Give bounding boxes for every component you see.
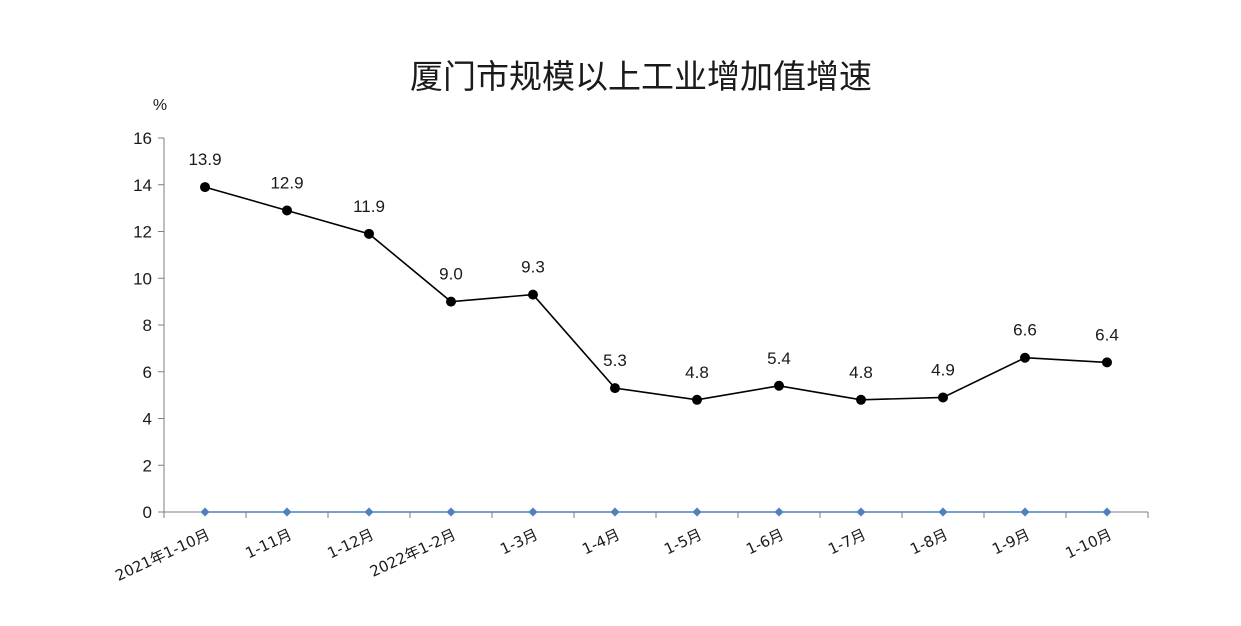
x-tick-label: 1-6月 [743,525,786,558]
growth-series-line [204,186,1108,401]
y-tick-label: 8 [143,316,152,335]
growth-series-point [692,394,702,405]
x-tick-label: 1-7月 [825,525,868,558]
growth-series [200,182,1112,405]
axes [163,138,1148,513]
zero-series-marker [282,507,292,517]
y-tick-label: 12 [133,223,152,242]
zero-series-marker [1020,507,1030,517]
y-tick-label: 4 [143,410,152,429]
data-labels: 13.9 12.9 11.9 9.0 9.3 5.3 4.8 5.4 4.8 4.9 6.6 6.4 [188,150,1118,382]
data-label: 9.3 [521,258,545,277]
y-tick-label: 14 [133,176,152,195]
y-tick-label: 0 [143,503,152,522]
data-label: 13.9 [188,150,221,169]
chart-title: 厦门市规模以上工业增加值增速 [410,57,872,96]
x-tick-label: 1-12月 [325,525,377,562]
data-label: 9.0 [439,265,463,284]
zero-series-marker [938,507,948,517]
zero-series-marker [364,507,374,517]
data-label: 5.4 [767,349,791,368]
data-label: 6.6 [1013,321,1037,340]
y-axis-unit: % [153,97,167,114]
growth-series-point [200,182,210,193]
growth-series-point [1102,357,1112,368]
data-label: 12.9 [270,173,303,192]
data-label: 4.8 [685,363,709,382]
zero-series-marker [1102,507,1112,517]
x-tick-label: 2022年1-2月 [367,525,459,580]
data-label: 6.4 [1095,325,1119,344]
x-tick-label: 1-3月 [497,525,540,558]
x-tick-label: 1-11月 [243,525,295,562]
x-tick-label: 2021年1-10月 [112,525,212,585]
y-tick-label: 6 [143,363,152,382]
growth-series-point [446,296,456,307]
data-label: 4.9 [931,360,955,379]
zero-series [200,507,1112,517]
growth-series-point [1020,352,1030,363]
growth-series-point [938,392,948,403]
growth-series-point [282,205,292,216]
y-tick-label: 16 [133,129,152,148]
zero-series-marker [528,507,538,517]
growth-series-point [856,394,866,405]
y-axis-ticks: 0 2 4 6 8 10 12 14 16 [133,129,164,522]
data-label: 4.8 [849,363,873,382]
data-label: 11.9 [353,197,385,216]
x-tick-label: 1-4月 [579,525,622,558]
data-label: 5.3 [603,351,627,370]
x-tick-label: 1-10月 [1063,525,1115,562]
zero-series-marker [610,507,620,517]
growth-series-point [528,289,538,300]
x-tick-label: 1-5月 [661,525,704,558]
zero-series-marker [200,507,210,517]
y-tick-label: 10 [133,269,152,288]
zero-series-marker [774,507,784,517]
growth-series-point [364,228,374,239]
zero-series-marker [856,507,866,517]
zero-series-marker [446,507,456,517]
y-tick-label: 2 [143,456,152,475]
growth-series-point [774,380,784,391]
zero-series-marker [692,507,702,517]
x-tick-label: 1-9月 [989,525,1032,558]
x-tick-label: 1-8月 [907,525,950,558]
growth-series-point [610,383,620,394]
